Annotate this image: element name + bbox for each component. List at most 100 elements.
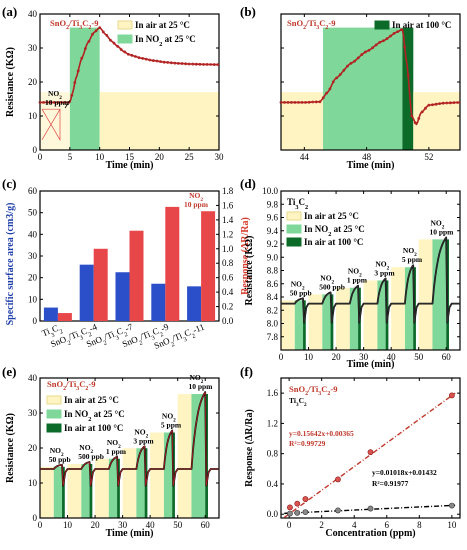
x-tick-label: 5 — [68, 152, 73, 162]
data-point — [338, 73, 342, 76]
data-point — [173, 61, 177, 65]
fit-line-ti3c2 — [284, 504, 456, 515]
y-tick-label: 20 — [28, 77, 38, 87]
data-point — [91, 32, 94, 36]
region-no2 — [323, 27, 403, 151]
data-point — [155, 59, 159, 63]
annotation-arrow — [64, 100, 71, 109]
y-tick-label: 10 — [28, 111, 38, 121]
y2-tick-label: 0.4 — [222, 287, 234, 297]
y-tick-label: 0 — [33, 513, 38, 523]
x-tick-label: 10 — [95, 152, 105, 162]
data-point — [202, 62, 205, 66]
data-point — [449, 101, 452, 105]
x-tick-label: 48 — [362, 152, 372, 162]
sample-label: SnO2/Ti3C2-9 — [287, 18, 335, 31]
data-point — [321, 96, 325, 100]
point-sno2 — [448, 392, 455, 399]
pulse-label-conc: 3 ppm — [133, 436, 154, 445]
data-point — [353, 59, 357, 63]
bar-surface-area — [151, 283, 166, 321]
pulse-label-no2: NO2 — [291, 279, 305, 291]
data-point — [148, 58, 152, 62]
data-point — [134, 55, 137, 58]
resistance-curve — [40, 26, 220, 104]
fit-equation-sno2: y=0.15642x+0.00365 — [289, 429, 354, 438]
data-point — [403, 45, 407, 49]
region-air — [67, 464, 82, 518]
y-tick-label: 1.6 — [267, 388, 279, 398]
point-ti3c2 — [448, 502, 455, 509]
data-point — [187, 62, 191, 66]
data-point — [441, 101, 445, 105]
y-tick-label: 30 — [28, 251, 38, 261]
region-air — [40, 466, 54, 518]
y-tick-label: 30 — [28, 408, 38, 418]
fit-r2-ti3c2: R²=0.91977 — [372, 479, 409, 488]
region-no2 — [136, 448, 145, 518]
category-label: Ti3C2 — [40, 322, 64, 342]
pulse-label-conc: 5 ppm — [402, 255, 423, 264]
bar-response — [165, 206, 180, 321]
region-no2 — [163, 432, 173, 518]
y-tick-label: 9.0 — [267, 252, 279, 262]
x-tick-label: 6 — [385, 520, 390, 530]
region-no2 — [377, 280, 386, 350]
pulse-label-no2: NO2 — [320, 273, 334, 285]
data-point — [191, 62, 195, 66]
x-tick-label: 25 — [185, 152, 195, 162]
y-tick-label: 40 — [28, 9, 38, 19]
data-point — [406, 73, 410, 77]
x-tick-label: 2 — [319, 520, 324, 530]
y2-tick-label: 0.6 — [222, 273, 234, 283]
y-axis-label: Specific surface area (cm3/g) — [5, 203, 16, 326]
data-point — [42, 101, 45, 104]
y-axis-label: Resistance (KΩ) — [244, 236, 255, 306]
data-point — [410, 114, 414, 118]
region-no2 — [294, 300, 304, 350]
bar-response — [57, 313, 72, 321]
data-point — [76, 69, 80, 73]
data-point — [98, 26, 102, 30]
data-point — [166, 61, 170, 64]
panel-label: (f) — [240, 364, 253, 379]
x-tick-label: 15 — [125, 152, 135, 162]
x-axis-label: Time (min) — [347, 359, 395, 370]
sample-label: SnO2/Ti3C2-9 — [47, 379, 95, 392]
data-point — [304, 100, 307, 104]
data-point — [52, 101, 56, 104]
data-point — [356, 56, 360, 60]
region-hot — [402, 27, 414, 151]
data-point — [297, 101, 300, 104]
y-tick-label: 10.0 — [262, 186, 278, 196]
panel-label: (c) — [2, 176, 16, 191]
x-axis-label: Time (min) — [106, 160, 154, 171]
y-tick-label: 8.6 — [267, 279, 279, 289]
region-no2 — [349, 287, 359, 350]
pulse-label-no2: NO2 — [134, 427, 148, 439]
legend-label-air: In air at 25 °C — [304, 211, 359, 221]
data-point — [420, 110, 424, 114]
sample-label: SnO2/Ti3C2-9 — [50, 18, 98, 31]
fit-equation-ti3c2: y=0.01018x+0.01432 — [372, 468, 437, 477]
x-axis-label: Time (min) — [106, 528, 154, 539]
y2-tick-label: 1.8 — [222, 186, 234, 196]
data-point — [209, 63, 213, 66]
pulse-label-no2: NO2 — [107, 438, 121, 450]
data-point — [452, 101, 456, 105]
resistance-curve-fit — [281, 237, 460, 324]
data-point — [194, 62, 198, 66]
x-tick-label: 8 — [417, 520, 422, 530]
region-no2 — [404, 267, 414, 350]
point-sno2 — [287, 504, 293, 511]
legend-label-no2: In NO2 at 25 °C — [64, 409, 125, 423]
data-point — [381, 39, 385, 43]
region-air — [413, 92, 460, 150]
y-axis-label: Response (ΔR/Ra) — [244, 409, 255, 487]
data-point — [45, 101, 49, 104]
data-point — [126, 52, 130, 56]
legend-label-hot: In air at 100 °C — [304, 237, 363, 247]
axes-frame — [280, 377, 461, 519]
annotation-conc: 10 ppm — [184, 200, 209, 209]
